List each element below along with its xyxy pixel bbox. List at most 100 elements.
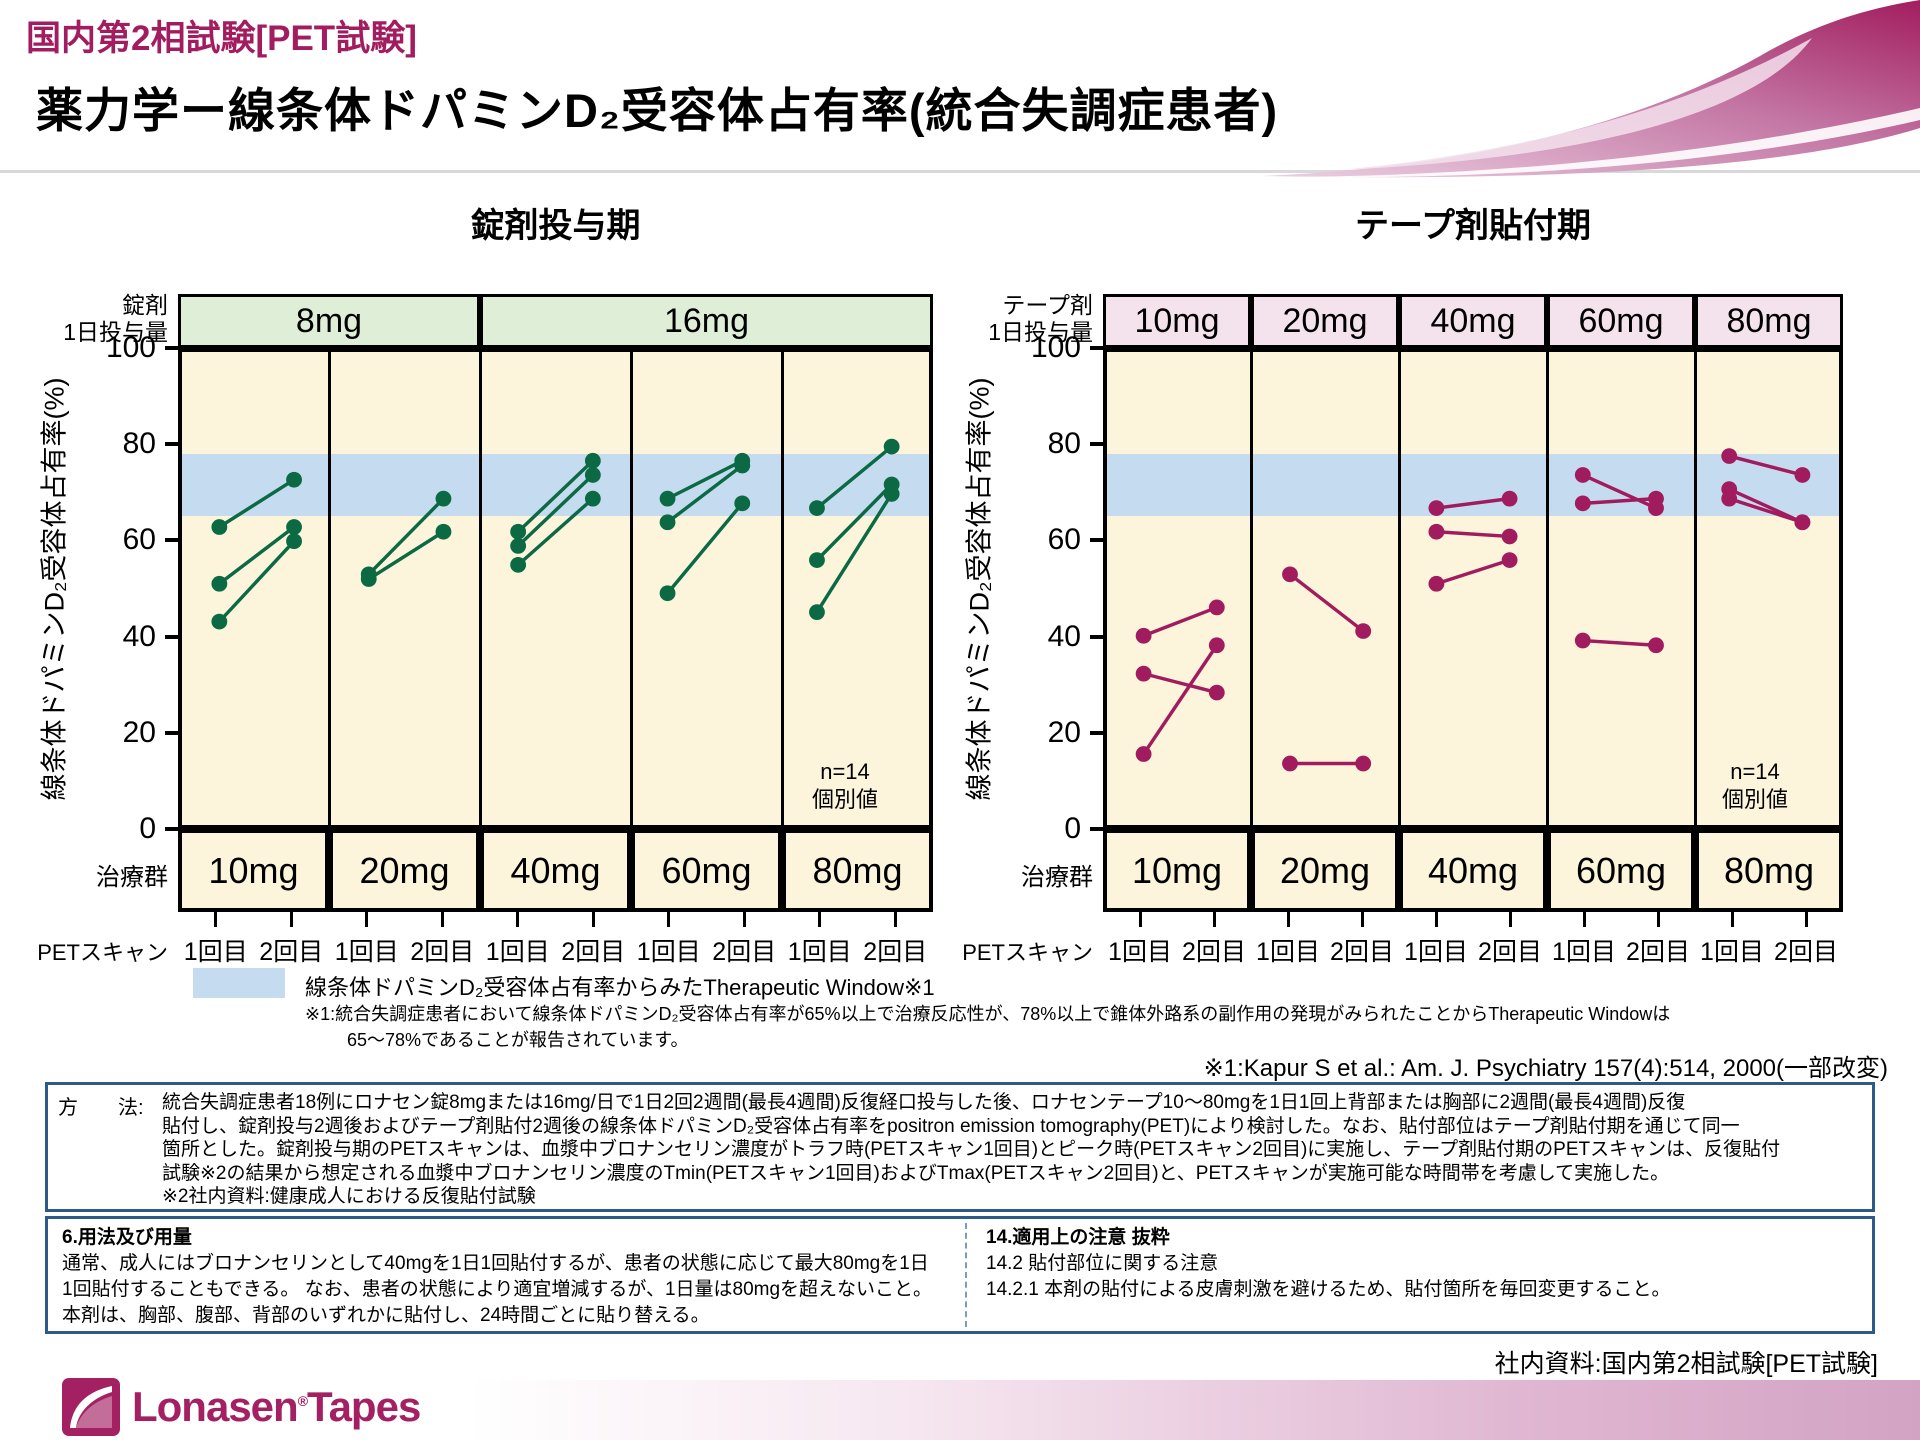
dose-header-tape-80mg: 80mg (1695, 294, 1843, 348)
scan-label-tablet: 2回目 (863, 938, 928, 966)
panel-divider (1545, 352, 1549, 825)
panel-divider (1249, 352, 1253, 825)
label-info-box: 6.用法及び用量 通常、成人にはブロナンセリンとして40mgを1日1回貼付するが… (45, 1216, 1875, 1334)
y-tick-tape (1090, 346, 1103, 350)
treatment-cell-tape-10mg: 10mg (1103, 829, 1251, 912)
scan-label-tape: 2回目 (1182, 938, 1246, 966)
scan-label-tape: 2回目 (1774, 938, 1838, 966)
scan-tick-tablet (893, 912, 897, 927)
brand-logo: Lonasen®Tapes (62, 1378, 421, 1436)
y-tick-tape (1090, 827, 1103, 831)
y-tick-tablet (165, 346, 178, 350)
dose-header-tape-40mg: 40mg (1399, 294, 1547, 348)
plot-area-tape (1103, 348, 1843, 829)
panel-divider (478, 352, 482, 825)
y-tick-label-tablet: 80 (122, 427, 156, 461)
scan-tick-tape (1360, 912, 1364, 927)
scan-label-tablet: 2回目 (410, 938, 475, 966)
treatment-cell-tablet-10mg: 10mg (178, 829, 329, 912)
y-tick-tablet (165, 442, 178, 447)
therapeutic-window-swatch (193, 968, 285, 998)
dosage-line: 本剤は、胸部、腹部、背部のいずれかに貼付し、24時間ごとに貼り替える。 (62, 1305, 710, 1326)
method-footnote: ※2社内資料:健康成人における反復貼付試験 (162, 1186, 536, 1207)
y-tick-tablet (165, 538, 178, 543)
dose-header-tablet-16mg: 16mg (480, 294, 933, 348)
y-tick-label-tape: 0 (1064, 812, 1081, 845)
scan-label-tablet: 2回目 (712, 938, 777, 966)
dosage-section: 6.用法及び用量 通常、成人にはブロナンセリンとして40mgを1日1回貼付するが… (62, 1225, 932, 1329)
treatment-cell-tape-80mg: 80mg (1695, 829, 1843, 912)
legend-text: 線条体ドパミンD₂受容体占有率からみたTherapeutic Window※1 (305, 975, 935, 1000)
precaution-section: 14.適用上の注意 抜粋 14.2 貼付部位に関する注意 14.2.1 本剤の貼… (986, 1225, 1671, 1303)
scan-tick-tablet (365, 912, 369, 927)
scan-label-tape: 1回目 (1256, 938, 1320, 966)
chart-title-tablet: 錠剤投与期 (470, 207, 641, 245)
y-tick-label-tape: 60 (1047, 523, 1081, 557)
method-line: 試験※2の結果から想定される血漿中ブロナンセリン濃度のTmin(PETスキャン1… (162, 1162, 1670, 1184)
y-axis-label-tape: 線条体ドパミンD₂受容体占有率(%) (964, 377, 995, 800)
plot-area-tablet (178, 348, 933, 829)
dose-row-label-tablet: 錠剤 1日投与量 (63, 292, 168, 345)
scan-label-tablet: 1回目 (787, 938, 852, 966)
treatment-cell-tablet-20mg: 20mg (329, 829, 480, 912)
scan-label-tablet: 1回目 (334, 938, 399, 966)
dose-header-tape-20mg: 20mg (1251, 294, 1399, 348)
brand-logo-icon (62, 1378, 120, 1436)
scan-label-tablet: 1回目 (485, 938, 550, 966)
title-divider (0, 170, 1920, 173)
n-note-tablet: n=14 個別値 (811, 759, 878, 812)
scan-label-tape: 2回目 (1330, 938, 1394, 966)
box-divider (965, 1223, 967, 1327)
y-tick-label-tablet: 40 (122, 619, 156, 653)
dosage-line: 1回貼付することもできる。 なお、患者の状態により適宜増減するが、1日量は80m… (62, 1279, 933, 1300)
scan-tick-tape (1730, 912, 1734, 927)
precaution-title: 14.適用上の注意 抜粋 (986, 1227, 1170, 1248)
dosage-line: 通常、成人にはブロナンセリンとして40mgを1日1回貼付するが、患者の状態に応じ… (62, 1253, 929, 1274)
method-label: 方 法: (58, 1097, 144, 1119)
treatment-cell-tape-40mg: 40mg (1399, 829, 1547, 912)
scan-tick-tape (1656, 912, 1660, 927)
method-line: 箇所とした。錠剤投与期のPETスキャンは、血漿中ブロナンセリン濃度がトラフ時(P… (162, 1139, 1781, 1160)
scan-label-tape: 1回目 (1552, 938, 1616, 966)
scan-label-tape: 1回目 (1108, 938, 1172, 966)
page-title: 薬力学ー線条体ドパミンD₂受容体占有率(統合失調症患者) (36, 84, 1279, 137)
dose-row-label-tape: テープ剤 1日投与量 (988, 292, 1093, 345)
data-series-tape (1135, 448, 1811, 772)
method-line: 貼付し、錠剤投与2週後およびテープ剤貼付2週後の線条体ドパミンD₂受容体占有率を… (162, 1115, 1740, 1137)
precaution-line: 14.2 貼付部位に関する注意 (986, 1253, 1219, 1274)
y-tick-label-tablet: 60 (122, 523, 156, 557)
scan-row-label-tablet: PETスキャン (37, 940, 168, 965)
treatment-row-label-tablet: 治療群 (96, 863, 168, 891)
data-series-tablet (211, 438, 900, 630)
treatment-cell-tablet-40mg: 40mg (480, 829, 631, 912)
y-tick-label-tape: 40 (1047, 619, 1081, 653)
n-note-tape: n=14 個別値 (1721, 759, 1788, 812)
footer-gradient-band (470, 1380, 1920, 1440)
scan-tick-tape (1212, 912, 1216, 927)
therapeutic-window-band (1107, 453, 1839, 517)
scan-tick-tablet (440, 912, 444, 927)
scan-tick-tablet (516, 912, 520, 927)
scan-tick-tape (1804, 912, 1808, 927)
panel-divider (327, 352, 331, 825)
source-note: 社内資料:国内第2相試験[PET試験] (1494, 1350, 1878, 1378)
panel-divider (629, 352, 633, 825)
precaution-line: 14.2.1 本剤の貼付による皮膚刺激を避けるため、貼付箇所を毎回変更すること。 (986, 1279, 1671, 1300)
scan-label-tablet: 2回目 (561, 938, 626, 966)
citation: ※1:Kapur S et al.: Am. J. Psychiatry 157… (1203, 1055, 1888, 1082)
scan-label-tape: 1回目 (1404, 938, 1468, 966)
panel-divider (780, 352, 784, 825)
y-tick-label-tablet: 0 (139, 812, 156, 845)
panel-divider (1397, 352, 1401, 825)
scan-tick-tape (1138, 912, 1142, 927)
scan-label-tape: 1回目 (1700, 938, 1764, 966)
y-tick-tape (1090, 442, 1103, 447)
dose-header-tablet-8mg: 8mg (178, 294, 480, 348)
treatment-cell-tape-20mg: 20mg (1251, 829, 1399, 912)
y-tick-label-tape: 20 (1047, 715, 1081, 749)
dosage-title: 6.用法及び用量 (62, 1227, 192, 1248)
scan-tick-tablet (742, 912, 746, 927)
chart-title-tape: テープ剤貼付期 (1355, 207, 1591, 245)
method-text: 統合失調症患者18例にロナセン錠8mgまたは16mg/日で1日2回2週間(最長4… (162, 1091, 1781, 1207)
